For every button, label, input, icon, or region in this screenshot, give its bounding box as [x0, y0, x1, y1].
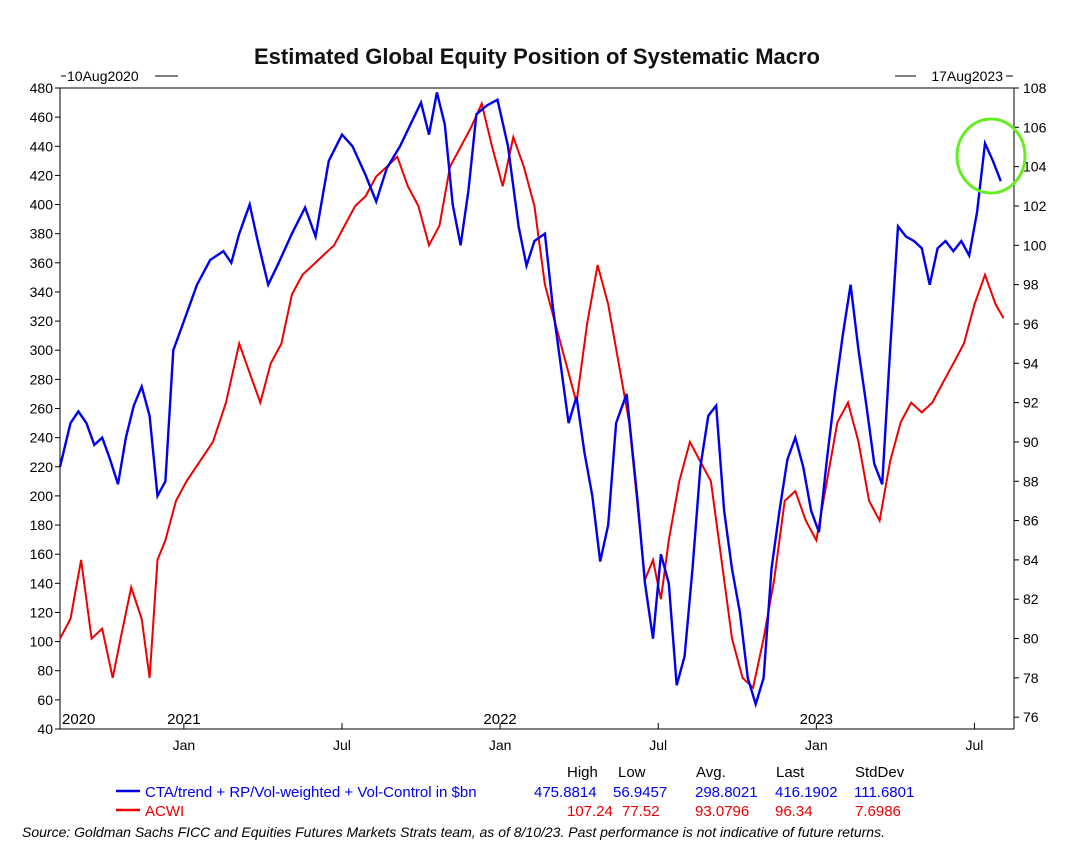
right-tick-label: 96 — [1023, 316, 1039, 332]
legend-high-cta: 475.8814 — [534, 784, 597, 801]
legend-stddev-acwi: 7.6986 — [855, 803, 901, 820]
year-label: 2021 — [167, 711, 200, 728]
left-tick-label: 260 — [30, 401, 54, 417]
right-tick-label: 84 — [1023, 552, 1039, 568]
left-tick-label: 100 — [30, 634, 54, 650]
x-tick-label: Jul — [649, 737, 667, 753]
left-tick-label: 480 — [30, 80, 54, 96]
left-tick-label: 200 — [30, 488, 54, 504]
plot-area — [59, 87, 1015, 730]
right-tick-label: 104 — [1023, 159, 1047, 175]
right-tick-label: 108 — [1023, 80, 1047, 96]
year-label: 2022 — [483, 711, 516, 728]
legend-avg-acwi: 93.0796 — [695, 803, 749, 820]
stats-header-stddev: StdDev — [855, 764, 905, 781]
stats-header-last: Last — [776, 764, 805, 781]
left-tick-label: 60 — [37, 692, 53, 708]
x-tick-label: Jan — [173, 737, 196, 753]
stats-header-high: High — [567, 764, 598, 781]
right-tick-label: 78 — [1023, 670, 1039, 686]
right-tick-label: 76 — [1023, 709, 1039, 725]
series-line-cta — [58, 92, 1002, 709]
source-footnote: Source: Goldman Sachs FICC and Equities … — [22, 824, 885, 840]
legend-label-cta: CTA/trend + RP/Vol-weighted + Vol-Contro… — [145, 784, 477, 801]
left-tick-label: 420 — [30, 167, 54, 183]
stats-header-low: Low — [618, 764, 646, 781]
right-tick-label: 88 — [1023, 473, 1039, 489]
year-label: 2020 — [62, 711, 95, 728]
left-tick-label: 280 — [30, 371, 54, 387]
left-tick-label: 40 — [37, 721, 53, 737]
left-tick-label: 380 — [30, 226, 54, 242]
right-tick-label: 90 — [1023, 434, 1039, 450]
right-tick-label: 80 — [1023, 631, 1039, 647]
left-tick-label: 220 — [30, 459, 54, 475]
x-tick-label: Jan — [805, 737, 828, 753]
left-tick-label: 160 — [30, 546, 54, 562]
left-axis: 40 60 80 100 120 140 160 180 200 220 240 260 280 300 3… — [30, 80, 60, 737]
right-tick-label: 92 — [1023, 395, 1039, 411]
left-tick-label: 120 — [30, 604, 54, 620]
left-tick-label: 360 — [30, 255, 54, 271]
right-tick-label: 98 — [1023, 277, 1039, 293]
legend-low-acwi: 77.52 — [622, 803, 660, 820]
x-axis: Jan Jul Jan Jul Jan Jul 2020 2021 2022 2023 — [62, 711, 983, 753]
legend-low-cta: 56.9457 — [613, 784, 667, 801]
legend-label-acwi: ACWI — [145, 803, 184, 820]
stats-header-avg: Avg. — [696, 764, 726, 781]
highlight-circle — [955, 117, 1027, 195]
x-tick-label: Jul — [333, 737, 351, 753]
right-tick-label: 82 — [1023, 591, 1039, 607]
right-tick-label: 102 — [1023, 198, 1047, 214]
end-date-label: 17Aug2023 — [931, 68, 1003, 84]
right-tick-label: 100 — [1023, 237, 1047, 253]
legend-avg-cta: 298.8021 — [695, 784, 758, 801]
legend-high-acwi: 107.24 — [567, 803, 613, 820]
legend-last-acwi: 96.34 — [775, 803, 813, 820]
legend-last-cta: 416.1902 — [775, 784, 838, 801]
series-line-acwi — [59, 100, 1005, 690]
x-tick-label: Jan — [489, 737, 512, 753]
left-tick-label: 340 — [30, 284, 54, 300]
right-tick-label: 94 — [1023, 355, 1039, 371]
right-tick-label: 86 — [1023, 513, 1039, 529]
left-tick-label: 440 — [30, 138, 54, 154]
right-tick-label: 106 — [1023, 119, 1047, 135]
left-tick-label: 460 — [30, 109, 54, 125]
legend-stddev-cta: 111.6801 — [854, 784, 914, 801]
year-label: 2023 — [800, 711, 833, 728]
left-tick-label: 400 — [30, 197, 54, 213]
start-date-label: 10Aug2020 — [67, 68, 139, 84]
left-tick-label: 300 — [30, 342, 54, 358]
left-tick-label: 80 — [37, 663, 53, 679]
right-axis: 76 78 80 82 84 86 88 90 92 94 96 98 100 102 104 106 108 — [1014, 80, 1047, 725]
left-tick-label: 180 — [30, 517, 54, 533]
left-tick-label: 240 — [30, 430, 54, 446]
x-tick-label: Jul — [966, 737, 984, 753]
left-tick-label: 140 — [30, 575, 54, 591]
chart-title: Estimated Global Equity Position of Syst… — [254, 44, 820, 69]
left-tick-label: 320 — [30, 313, 54, 329]
